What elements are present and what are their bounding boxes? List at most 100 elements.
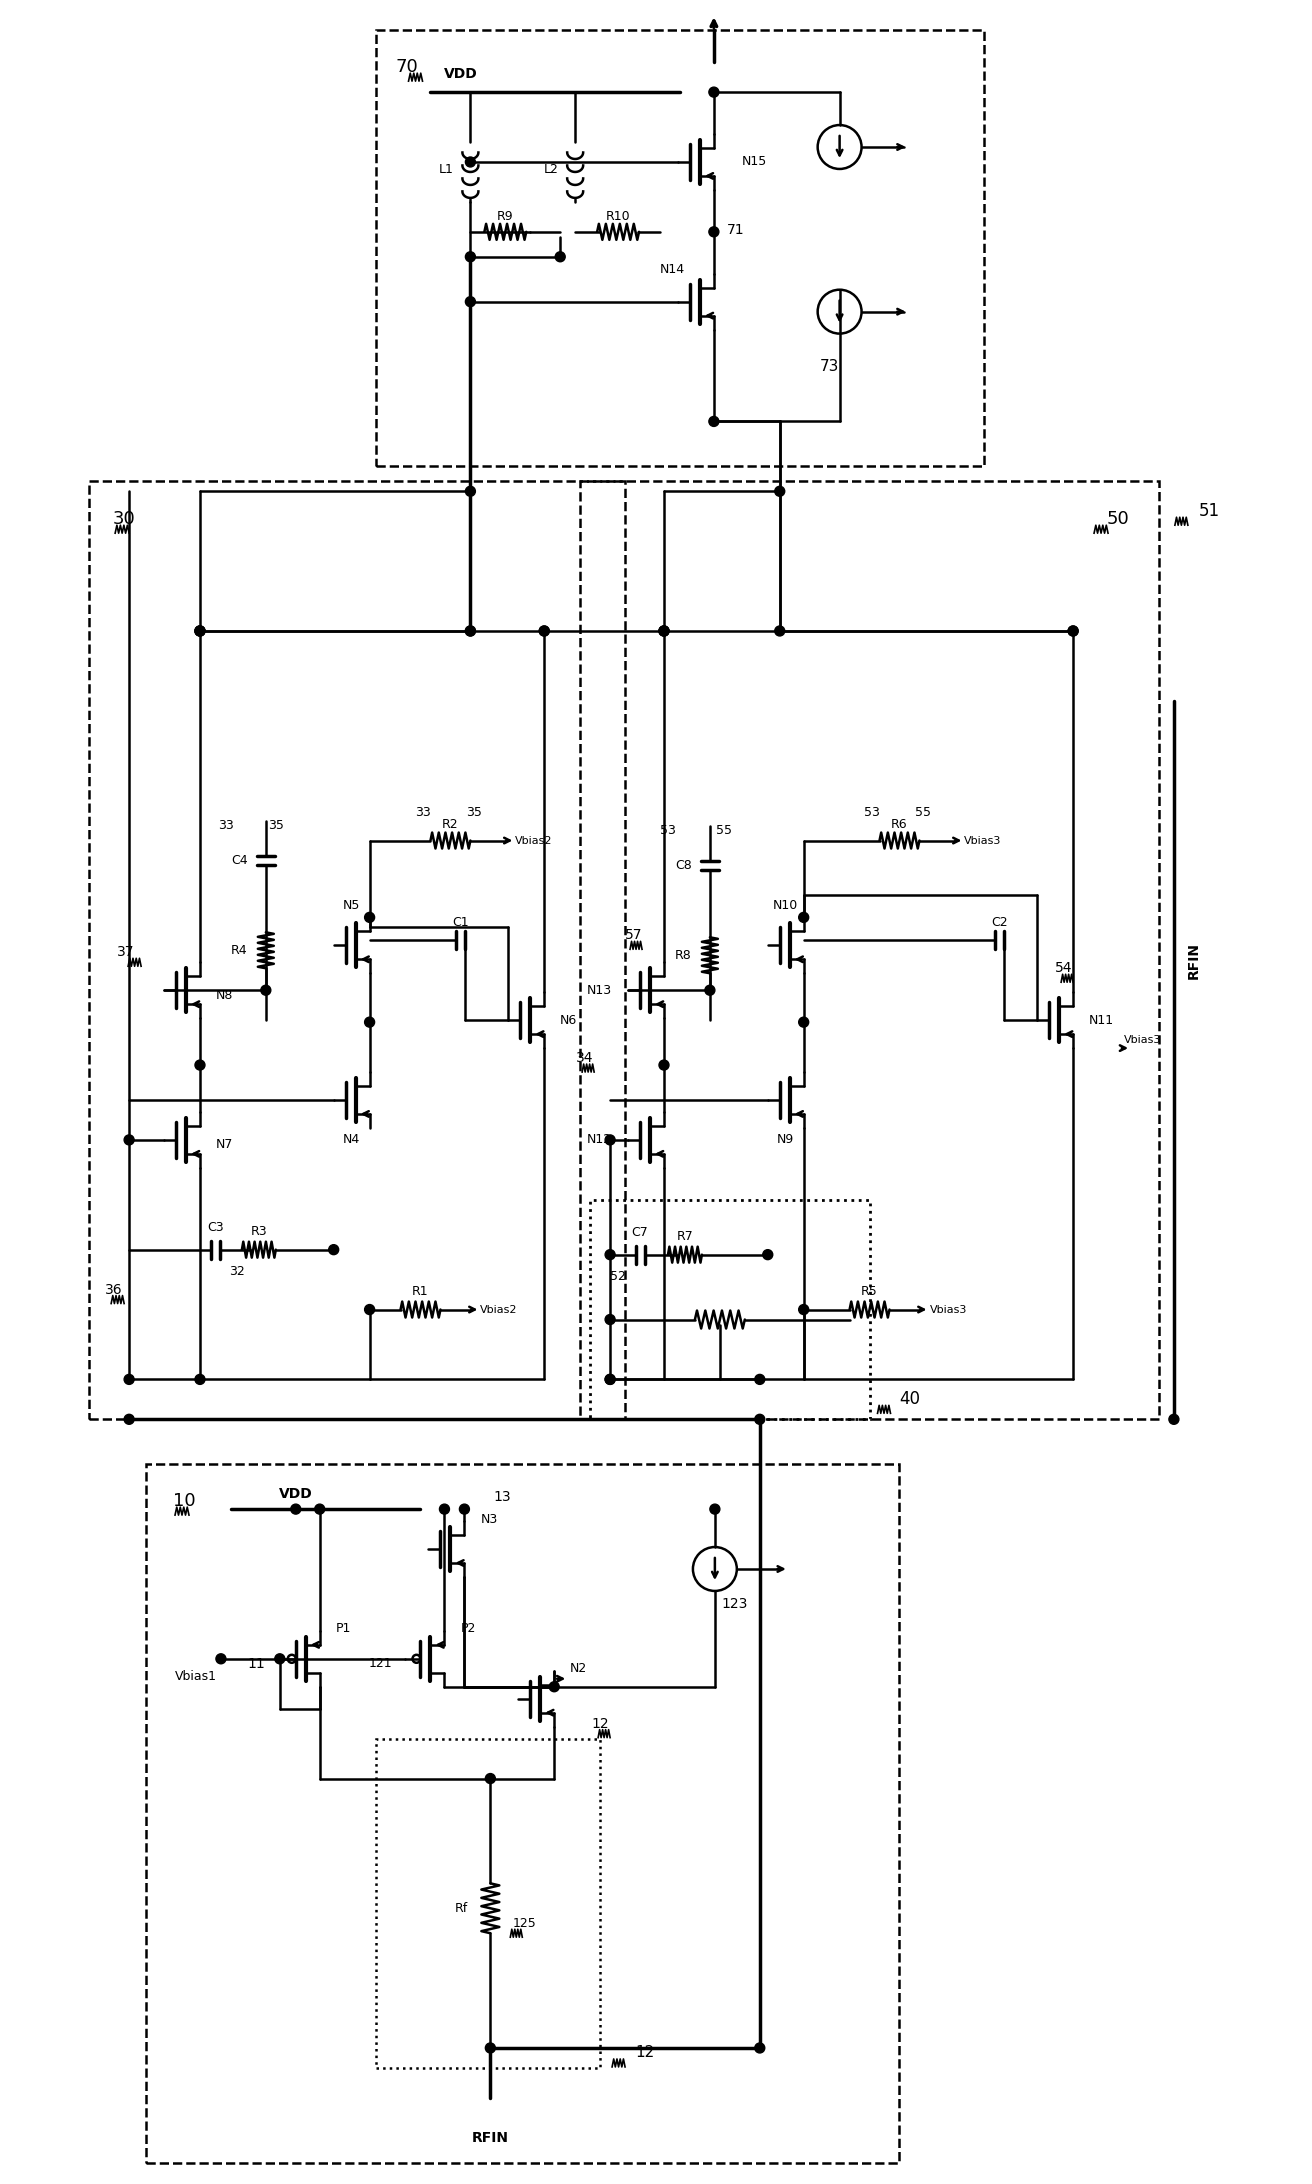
Text: Vbias3: Vbias3 <box>929 1304 967 1315</box>
Circle shape <box>705 985 715 996</box>
Bar <box>89 480 625 1420</box>
Circle shape <box>708 87 719 96</box>
Circle shape <box>659 627 669 636</box>
Text: N4: N4 <box>342 1133 361 1147</box>
Text: N3: N3 <box>480 1514 497 1527</box>
Text: N11: N11 <box>1089 1013 1114 1026</box>
Text: Vbias2: Vbias2 <box>480 1304 518 1315</box>
Circle shape <box>261 985 270 996</box>
Text: 57: 57 <box>626 928 643 941</box>
Circle shape <box>195 1059 205 1070</box>
Text: 35: 35 <box>268 819 283 832</box>
Circle shape <box>799 1018 808 1026</box>
Text: P1: P1 <box>336 1623 352 1636</box>
Circle shape <box>1068 627 1078 636</box>
Circle shape <box>365 1018 375 1026</box>
Text: 34: 34 <box>576 1051 594 1066</box>
Circle shape <box>466 157 475 166</box>
Text: R3: R3 <box>251 1225 268 1238</box>
Bar <box>375 31 984 467</box>
Text: 53: 53 <box>863 806 879 819</box>
Circle shape <box>539 627 550 636</box>
Text: R8: R8 <box>676 948 691 961</box>
Circle shape <box>125 1415 134 1424</box>
Text: R4: R4 <box>231 943 248 957</box>
Circle shape <box>485 2042 496 2053</box>
Circle shape <box>125 1136 134 1144</box>
Text: N2: N2 <box>571 1662 588 1675</box>
Text: N9: N9 <box>777 1133 794 1147</box>
Circle shape <box>466 251 475 262</box>
Text: N7: N7 <box>216 1138 234 1151</box>
Circle shape <box>605 1249 615 1260</box>
Text: R7: R7 <box>677 1230 693 1243</box>
Text: N6: N6 <box>560 1013 577 1026</box>
Circle shape <box>539 627 550 636</box>
Circle shape <box>315 1505 324 1514</box>
Text: C4: C4 <box>231 854 248 867</box>
Text: 51: 51 <box>1198 502 1219 520</box>
Circle shape <box>291 1505 300 1514</box>
Text: 40: 40 <box>900 1391 921 1409</box>
Text: VDD: VDD <box>443 68 478 81</box>
Text: 12: 12 <box>592 1717 609 1730</box>
Circle shape <box>754 1374 765 1385</box>
Circle shape <box>274 1653 285 1664</box>
Text: 53: 53 <box>660 823 676 836</box>
Circle shape <box>466 297 475 306</box>
Circle shape <box>659 1059 669 1070</box>
Circle shape <box>466 487 475 496</box>
Text: Vbias3: Vbias3 <box>1124 1035 1161 1046</box>
Text: 10: 10 <box>173 1492 195 1509</box>
Circle shape <box>605 1374 615 1385</box>
Text: R2: R2 <box>442 819 459 832</box>
Text: 33: 33 <box>218 819 234 832</box>
Circle shape <box>710 1505 720 1514</box>
Text: N13: N13 <box>586 983 613 996</box>
Text: 12: 12 <box>635 2046 655 2060</box>
Circle shape <box>605 1374 615 1385</box>
Bar <box>146 1463 900 2162</box>
Circle shape <box>125 1374 134 1385</box>
Text: 55: 55 <box>716 823 732 836</box>
Circle shape <box>659 627 669 636</box>
Text: C1: C1 <box>453 915 468 928</box>
Text: 123: 123 <box>722 1597 748 1612</box>
Circle shape <box>459 1505 470 1514</box>
Circle shape <box>466 627 475 636</box>
Circle shape <box>466 627 475 636</box>
Circle shape <box>762 1249 773 1260</box>
Text: 30: 30 <box>113 511 136 529</box>
Text: C2: C2 <box>991 915 1008 928</box>
Circle shape <box>708 227 719 236</box>
Text: 13: 13 <box>493 1489 512 1505</box>
Text: L1: L1 <box>438 164 454 177</box>
Text: L2: L2 <box>543 164 558 177</box>
Circle shape <box>708 417 719 426</box>
Text: N10: N10 <box>773 900 798 913</box>
Circle shape <box>754 1415 765 1424</box>
Text: 35: 35 <box>467 806 483 819</box>
Text: VDD: VDD <box>279 1487 312 1500</box>
Circle shape <box>775 627 785 636</box>
Circle shape <box>799 913 808 922</box>
Circle shape <box>440 1505 450 1514</box>
Text: C8: C8 <box>676 858 691 871</box>
Text: N15: N15 <box>741 155 768 168</box>
Text: RFIN: RFIN <box>472 2132 509 2145</box>
Circle shape <box>605 1315 615 1324</box>
Circle shape <box>329 1245 338 1254</box>
Text: R9: R9 <box>497 210 513 223</box>
Text: N14: N14 <box>660 264 685 275</box>
Text: 11: 11 <box>247 1658 265 1671</box>
Text: Rf: Rf <box>455 1902 468 1915</box>
Text: 71: 71 <box>727 223 745 236</box>
Circle shape <box>485 1773 496 1784</box>
Text: R1: R1 <box>412 1284 429 1297</box>
Text: Vbias1: Vbias1 <box>174 1671 216 1684</box>
Circle shape <box>754 2042 765 2053</box>
Text: 55: 55 <box>916 806 932 819</box>
Text: 33: 33 <box>415 806 430 819</box>
Text: P2: P2 <box>461 1623 476 1636</box>
Bar <box>580 480 1158 1420</box>
